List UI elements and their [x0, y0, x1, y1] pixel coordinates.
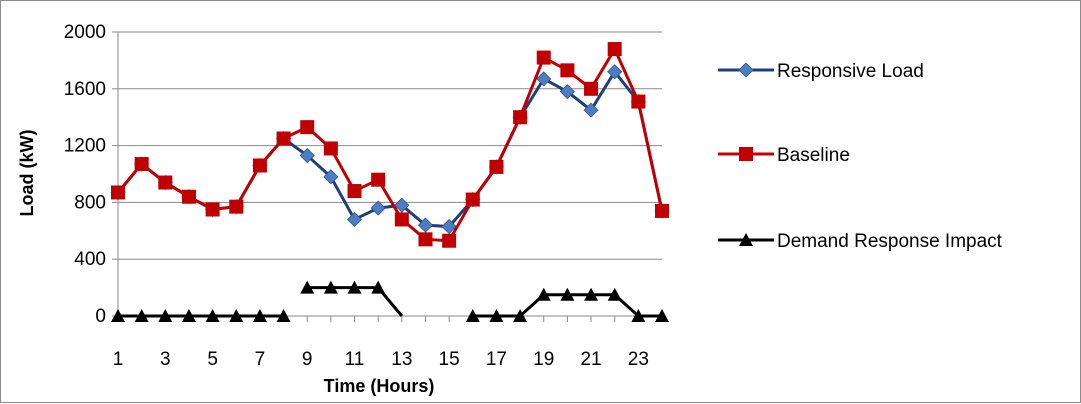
baseline-point — [465, 192, 480, 207]
demand-response-impact-point — [465, 309, 480, 322]
x-tick-label: 15 — [439, 349, 460, 370]
legend-label: Demand Response Impact — [777, 231, 1003, 252]
demand-response-impact-point — [300, 280, 315, 294]
baseline-point — [513, 110, 528, 125]
baseline-point — [134, 157, 149, 172]
baseline-point — [181, 189, 196, 204]
baseline-point — [655, 203, 669, 218]
responsive-load-point — [299, 147, 315, 164]
demand-response-impact-point — [560, 287, 575, 301]
axes — [112, 31, 663, 322]
demand-response-impact-point — [252, 309, 267, 322]
responsive-load-point — [559, 84, 575, 100]
responsive-load-point — [394, 197, 410, 213]
baseline-point — [347, 184, 362, 199]
y-tick-label: 0 — [95, 306, 106, 327]
baseline-point — [276, 131, 291, 146]
baseline-point — [584, 81, 599, 96]
grid-lines — [118, 31, 662, 260]
demand-response-impact-point — [607, 287, 622, 301]
baseline-point — [205, 202, 220, 217]
demand-response-impact-point — [205, 309, 220, 322]
legend-label: Responsive Load — [777, 61, 924, 82]
baseline-point — [371, 172, 386, 187]
demand-response-impact-point — [134, 309, 149, 322]
y-tick-label: 2000 — [64, 22, 106, 43]
demand-response-impact-point — [158, 309, 173, 322]
x-tick-label: 11 — [345, 349, 365, 370]
demand-response-impact-point — [323, 280, 338, 294]
legend: Responsive Load Baseline Demand Response I… — [718, 61, 1003, 252]
series-demand-response-impact — [111, 280, 669, 322]
baseline-point — [631, 94, 646, 109]
x-tick-label: 9 — [302, 349, 313, 370]
legend-item-demand-response-impact: Demand Response Impact — [718, 231, 1003, 252]
responsive-load-point — [441, 218, 457, 235]
demand-response-impact-point — [631, 309, 646, 322]
x-tick-label: 7 — [255, 349, 266, 370]
baseline-point — [536, 50, 551, 65]
legend-label: Baseline — [777, 145, 850, 166]
y-axis-title: Load (kW) — [17, 130, 37, 217]
baseline-point — [442, 233, 457, 248]
responsive-load-point — [536, 71, 552, 87]
responsive-load-point — [370, 200, 386, 216]
responsive-load-point — [346, 211, 363, 228]
legend-item-baseline: Baseline — [718, 145, 850, 166]
legend-swatch-marker — [738, 62, 754, 78]
series-baseline — [111, 42, 669, 248]
x-tick-label: 19 — [533, 349, 554, 370]
baseline-point — [111, 185, 125, 200]
demand-response-impact-point — [276, 309, 291, 322]
demand-response-impact-point — [536, 287, 551, 301]
x-tick-label: 23 — [628, 349, 649, 370]
baseline-point — [489, 159, 504, 174]
x-tick-label: 1 — [113, 349, 124, 370]
responsive-load-point — [607, 64, 623, 80]
demand-response-impact-point — [513, 309, 528, 322]
x-tick-label: 3 — [160, 349, 171, 370]
y-tick-label: 800 — [74, 192, 106, 213]
baseline-point — [560, 63, 575, 78]
baseline-point — [158, 175, 173, 190]
y-tick-label: 400 — [74, 249, 106, 270]
demand-response-impact-point — [229, 309, 244, 322]
responsive-load-point — [417, 217, 434, 233]
y-tick-label: 1200 — [64, 136, 106, 157]
baseline-point — [323, 141, 338, 156]
baseline-point — [394, 212, 409, 227]
x-axis-title: Time (Hours) — [324, 376, 435, 396]
baseline-point — [607, 42, 622, 57]
baseline-point — [300, 120, 315, 135]
legend-swatch-marker — [739, 147, 753, 161]
x-tick-label: 5 — [207, 349, 218, 370]
y-tick-label: 1600 — [64, 79, 106, 100]
legend-item-responsive-load: Responsive Load — [718, 61, 924, 82]
demand-response-impact-point — [655, 309, 669, 322]
baseline-point — [418, 232, 433, 247]
legend-swatch-marker — [739, 233, 753, 246]
demand-response-impact-point — [181, 309, 196, 322]
demand-response-impact-point — [371, 280, 386, 294]
baseline-point — [229, 199, 244, 214]
demand-response-impact-point — [347, 280, 362, 294]
series — [110, 42, 670, 322]
x-tick-label: 13 — [391, 349, 412, 370]
baseline-line — [116, 45, 664, 243]
baseline-point — [252, 158, 267, 173]
demand-response-impact-point — [489, 309, 504, 322]
x-tick-label: 21 — [580, 349, 601, 370]
x-tick-label: 17 — [486, 349, 507, 370]
responsive-load-point — [583, 102, 599, 118]
demand-response-impact-point — [111, 309, 125, 322]
demand-response-impact-point — [584, 287, 599, 301]
responsive-load-point — [323, 169, 339, 185]
